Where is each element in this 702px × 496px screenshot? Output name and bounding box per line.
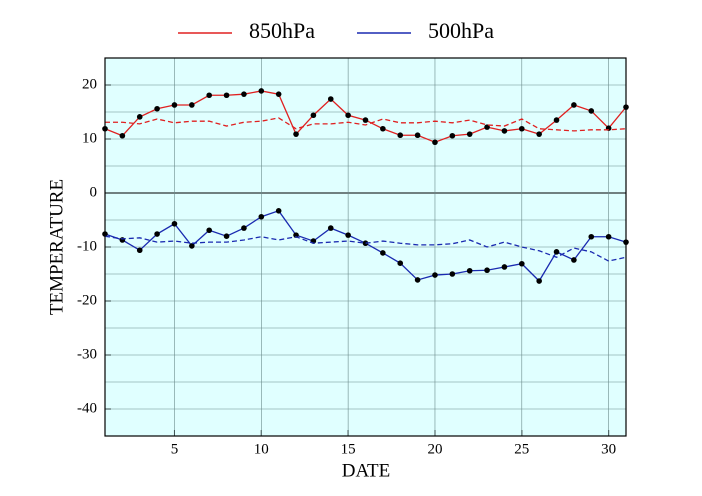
point (275, 208, 282, 214)
point (432, 139, 438, 146)
point (605, 233, 612, 240)
point (345, 112, 351, 119)
x-tick-label: 15 (341, 441, 356, 457)
x-tick-label: 10 (254, 441, 269, 457)
point (484, 124, 490, 130)
point (345, 232, 351, 238)
point (171, 102, 178, 108)
point (466, 267, 473, 274)
point (588, 108, 595, 114)
point (553, 117, 560, 123)
point (362, 117, 369, 123)
point (206, 227, 212, 234)
point (189, 243, 195, 249)
point (119, 237, 126, 243)
point (136, 247, 143, 254)
point (136, 114, 143, 120)
x-axis-label: DATE (342, 460, 391, 481)
point (380, 250, 386, 256)
point (536, 131, 542, 137)
x-tick-label: 20 (427, 441, 442, 457)
point (189, 102, 195, 108)
point (362, 240, 369, 247)
legend-label: 850hPa (249, 18, 315, 43)
point (484, 267, 490, 274)
y-tick-label: -10 (77, 238, 97, 254)
point (293, 232, 299, 238)
x-tick-label: 5 (171, 441, 179, 457)
point (258, 213, 265, 220)
point (223, 92, 230, 99)
y-tick-label: -40 (77, 400, 97, 416)
point (119, 132, 126, 139)
y-axis-label: TEMPERATURE (46, 179, 67, 315)
point (449, 271, 456, 277)
plot-frame (104, 57, 627, 437)
point (241, 225, 247, 231)
y-tick-label: -20 (77, 292, 97, 308)
point (397, 132, 404, 139)
legend-label: 500hPa (428, 18, 494, 43)
point (536, 278, 542, 284)
point (154, 231, 160, 237)
point (449, 132, 456, 139)
y-tick-label: 20 (82, 76, 97, 92)
point (432, 272, 438, 278)
point (206, 92, 212, 99)
point (414, 132, 421, 139)
point (310, 112, 317, 119)
x-tick-label: 30 (601, 441, 616, 457)
point (571, 102, 577, 108)
point (258, 88, 265, 94)
point (414, 277, 421, 283)
point (588, 233, 595, 240)
y-tick-label: 0 (90, 184, 98, 200)
point (241, 91, 247, 97)
series-line (105, 117, 627, 132)
point (171, 220, 178, 227)
point (519, 125, 525, 132)
point (275, 91, 282, 97)
point (293, 131, 299, 137)
point (327, 225, 334, 231)
x-tick-label: 25 (514, 441, 529, 457)
point (519, 260, 525, 267)
point (466, 131, 473, 137)
point (380, 125, 386, 132)
point (571, 257, 577, 263)
point (501, 264, 508, 270)
point (397, 260, 404, 267)
y-tick-label: -30 (77, 346, 97, 362)
series-line (104, 235, 627, 262)
point (327, 96, 334, 102)
point (501, 128, 508, 134)
y-tick-label: 10 (82, 130, 97, 146)
point (154, 105, 160, 112)
point (553, 249, 560, 255)
point (223, 233, 230, 239)
